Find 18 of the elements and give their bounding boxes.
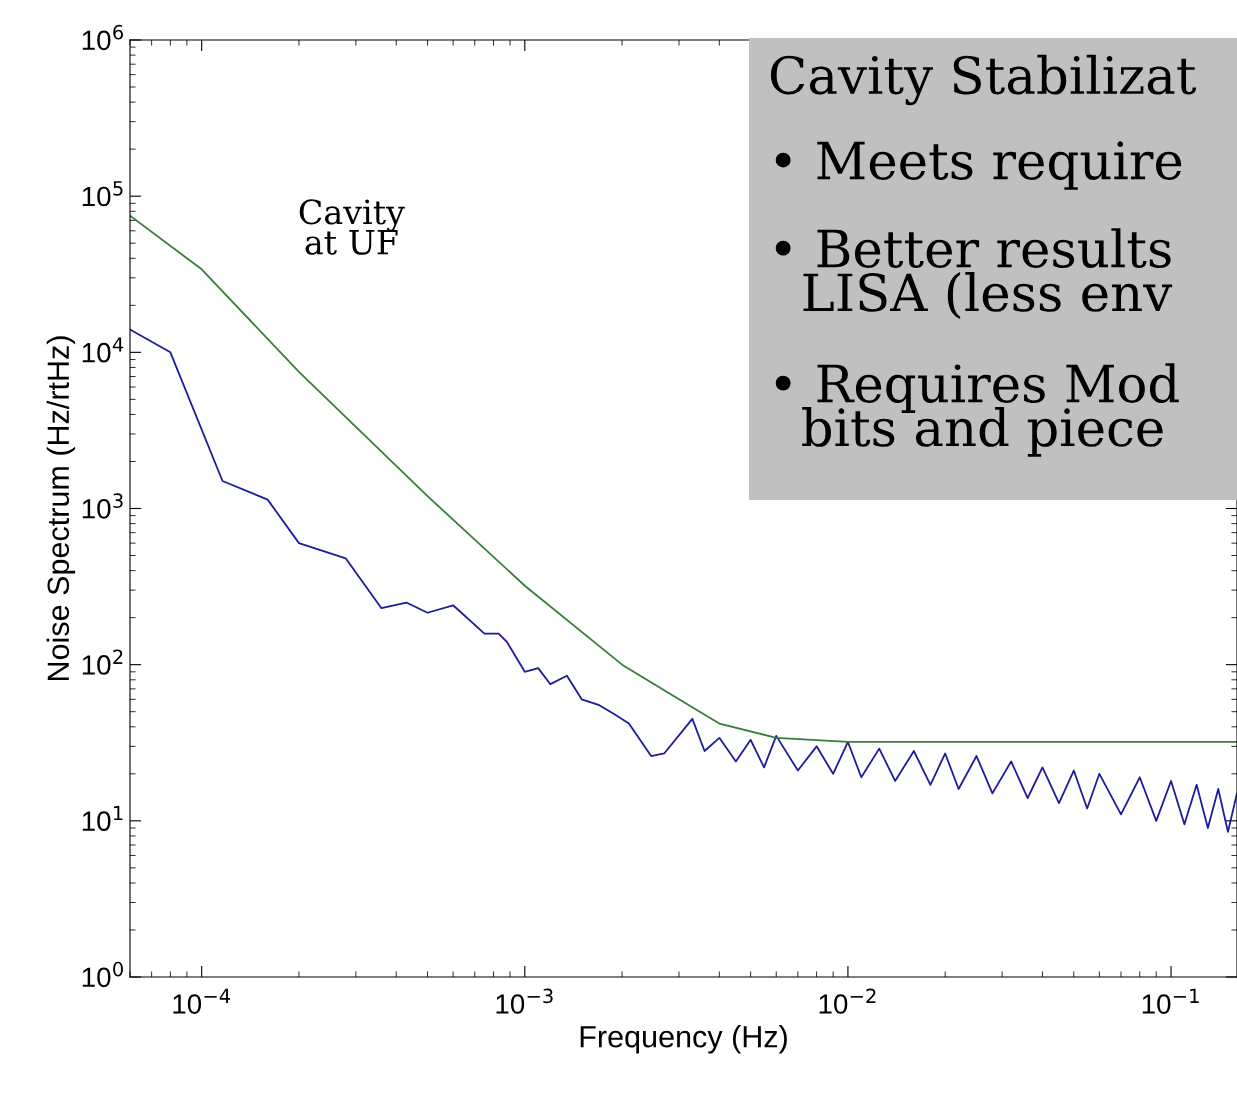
x-tick-label: 10$^{−3}$ xyxy=(496,988,553,1014)
annotation: • Requires Mod bits and piece xyxy=(775,363,1179,457)
y-tick-label: 10$^{2}$ xyxy=(82,649,123,675)
y-tick-label: 10$^{4}$ xyxy=(82,337,124,363)
y-axis-title: Noise Spectrum (Hz/rtHz) xyxy=(46,336,76,681)
annotation: • Better results LISA (less env xyxy=(775,228,1173,320)
x-tick-label: 10$^{−4}$ xyxy=(173,988,230,1014)
x-tick-label: 10$^{−2}$ xyxy=(819,988,876,1014)
y-tick-label: 10$^{0}$ xyxy=(82,961,123,988)
annotation: Cavity at UF xyxy=(299,199,405,255)
x-tick-label: 10$^{−1}$ xyxy=(1142,988,1199,1014)
y-tick-label: 10$^{6}$ xyxy=(82,24,123,51)
y-tick-label: 10$^{1}$ xyxy=(82,805,123,831)
annotation: • Meets require xyxy=(775,141,1182,190)
x-axis-title: Frequency (Hz) xyxy=(580,1025,787,1054)
y-tick-label: 10$^{5}$ xyxy=(82,181,123,207)
y-tick-label: 10$^{3}$ xyxy=(82,493,123,519)
annotation: Cavity Stabilizat xyxy=(770,54,1197,106)
